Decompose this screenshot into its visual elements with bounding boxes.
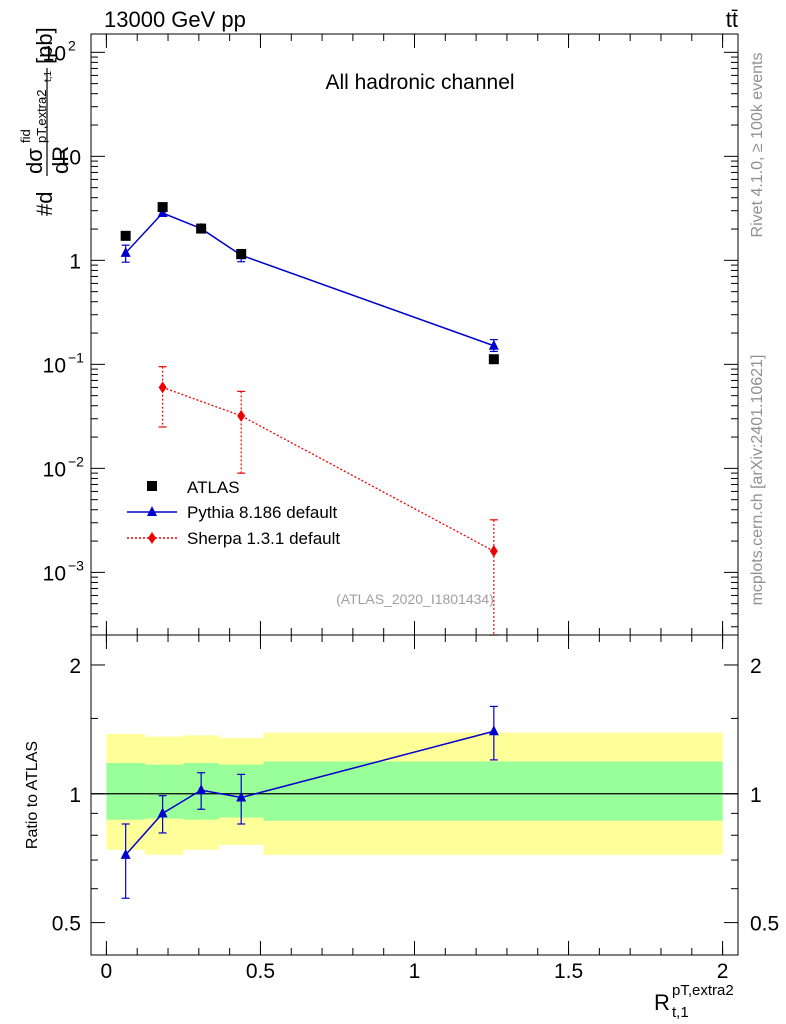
legend-marker-pythia: [147, 506, 157, 516]
legend-label-sherpa: Sherpa 1.3.1 default: [187, 529, 340, 548]
sherpa-line: [162, 386, 495, 552]
main-y-tick-label: 10: [43, 562, 66, 585]
ratio-pythia-point: [236, 791, 247, 802]
sherpa-point: [489, 545, 498, 558]
ylabel-sup: fid: [18, 129, 33, 143]
ratio-axis-ticks: 0.5 0.5 1 1 2 2 0 0.5 1 1.5 2: [52, 635, 779, 983]
ratio-pythia-point: [157, 807, 168, 818]
sherpa-point: [158, 381, 167, 394]
ratio-y-tick-label: 1: [69, 784, 81, 807]
ratio-pythia-point: [120, 848, 131, 859]
main-y-axis-label: #d dσ fid pT,extra2 t,1 dR [pb]: [18, 27, 73, 216]
main-y-tick-exponent: −1: [68, 349, 84, 365]
x-tick-label: 0: [101, 960, 113, 983]
process-label: tt̄: [726, 7, 738, 32]
xlabel-sub: t,1: [672, 1004, 689, 1021]
legend: ATLAS Pythia 8.186 default Sherpa 1.3.1 …: [127, 478, 340, 548]
ylabel-subsub: t,1: [43, 70, 54, 82]
ylabel-denominator: dR: [48, 146, 73, 174]
legend-marker-sherpa: [148, 532, 156, 544]
main-y-tick-label: 10: [58, 146, 81, 169]
ylabel-unit: [pb]: [32, 27, 57, 64]
pythia-line: [125, 212, 495, 347]
atlas-point: [120, 230, 131, 241]
ratio-panel: 0.5 0.5 1 1 2 2 0 0.5 1 1.5 2 Ratio to ATLAS R pT,…: [24, 634, 779, 1021]
ratio-bands-layer: [91, 732, 738, 855]
ylabel-numerator: dσ: [22, 148, 47, 174]
atlas-point: [488, 354, 499, 365]
x-axis-label: R pT,extra2 t,1: [654, 982, 734, 1021]
ratio-y-tick-label-right: 2: [750, 655, 762, 678]
legend-marker-atlas: [147, 481, 157, 491]
ratio-green-band: [106, 763, 145, 820]
x-tick-label: 1.5: [554, 960, 583, 983]
legend-label-pythia: Pythia 8.186 default: [187, 503, 338, 522]
ylabel-sub: pT,extra2: [34, 90, 49, 143]
pythia-point: [488, 339, 499, 350]
ratio-green-band: [263, 761, 723, 821]
ratio-green-band: [144, 764, 184, 819]
main-y-tick-exponent: 2: [68, 37, 76, 53]
rivet-label: Rivet 4.1.0, ≥ 100k events: [749, 53, 766, 238]
ratio-y-tick-label-right: 0.5: [750, 913, 779, 936]
atlas-point: [157, 202, 168, 213]
ratio-y-tick-label: 0.5: [52, 913, 81, 936]
ratio-y-tick-label: 2: [69, 655, 81, 678]
pythia-point: [120, 246, 131, 257]
main-data-layer: [120, 202, 499, 636]
legend-label-atlas: ATLAS: [187, 478, 240, 497]
ratio-pythia-point: [196, 784, 207, 795]
chart-title: All hadronic channel: [325, 71, 514, 94]
x-tick-label: 1: [409, 960, 421, 983]
energy-label: 13000 GeV pp: [104, 7, 246, 32]
main-y-tick-label: 1: [69, 250, 81, 273]
xlabel-main: R: [654, 990, 670, 1015]
ratio-data-layer: [120, 705, 499, 899]
x-tick-label: 2: [717, 960, 729, 983]
atlas-point: [196, 223, 207, 234]
sherpa-point: [237, 409, 246, 422]
ylabel-prefix: #d: [32, 192, 57, 216]
mcplots-label: mcplots.cern.ch [arXiv:2401.10621]: [749, 355, 766, 606]
main-y-tick-label: 10: [43, 42, 66, 65]
main-y-tick-exponent: −2: [68, 453, 84, 469]
main-y-tick-label: 10: [43, 354, 66, 377]
main-y-tick-label: 10: [43, 458, 66, 481]
atlas-point: [236, 249, 247, 260]
ratio-y-axis-label: Ratio to ATLAS: [24, 741, 41, 849]
analysis-tag: (ATLAS_2020_I1801434): [336, 591, 494, 607]
xlabel-sup: pT,extra2: [672, 982, 734, 999]
x-tick-label: 0.5: [246, 960, 275, 983]
main-y-tick-exponent: −3: [68, 557, 84, 573]
ratio-y-tick-label-right: 1: [750, 784, 762, 807]
ratio-pythia-point: [488, 725, 499, 736]
